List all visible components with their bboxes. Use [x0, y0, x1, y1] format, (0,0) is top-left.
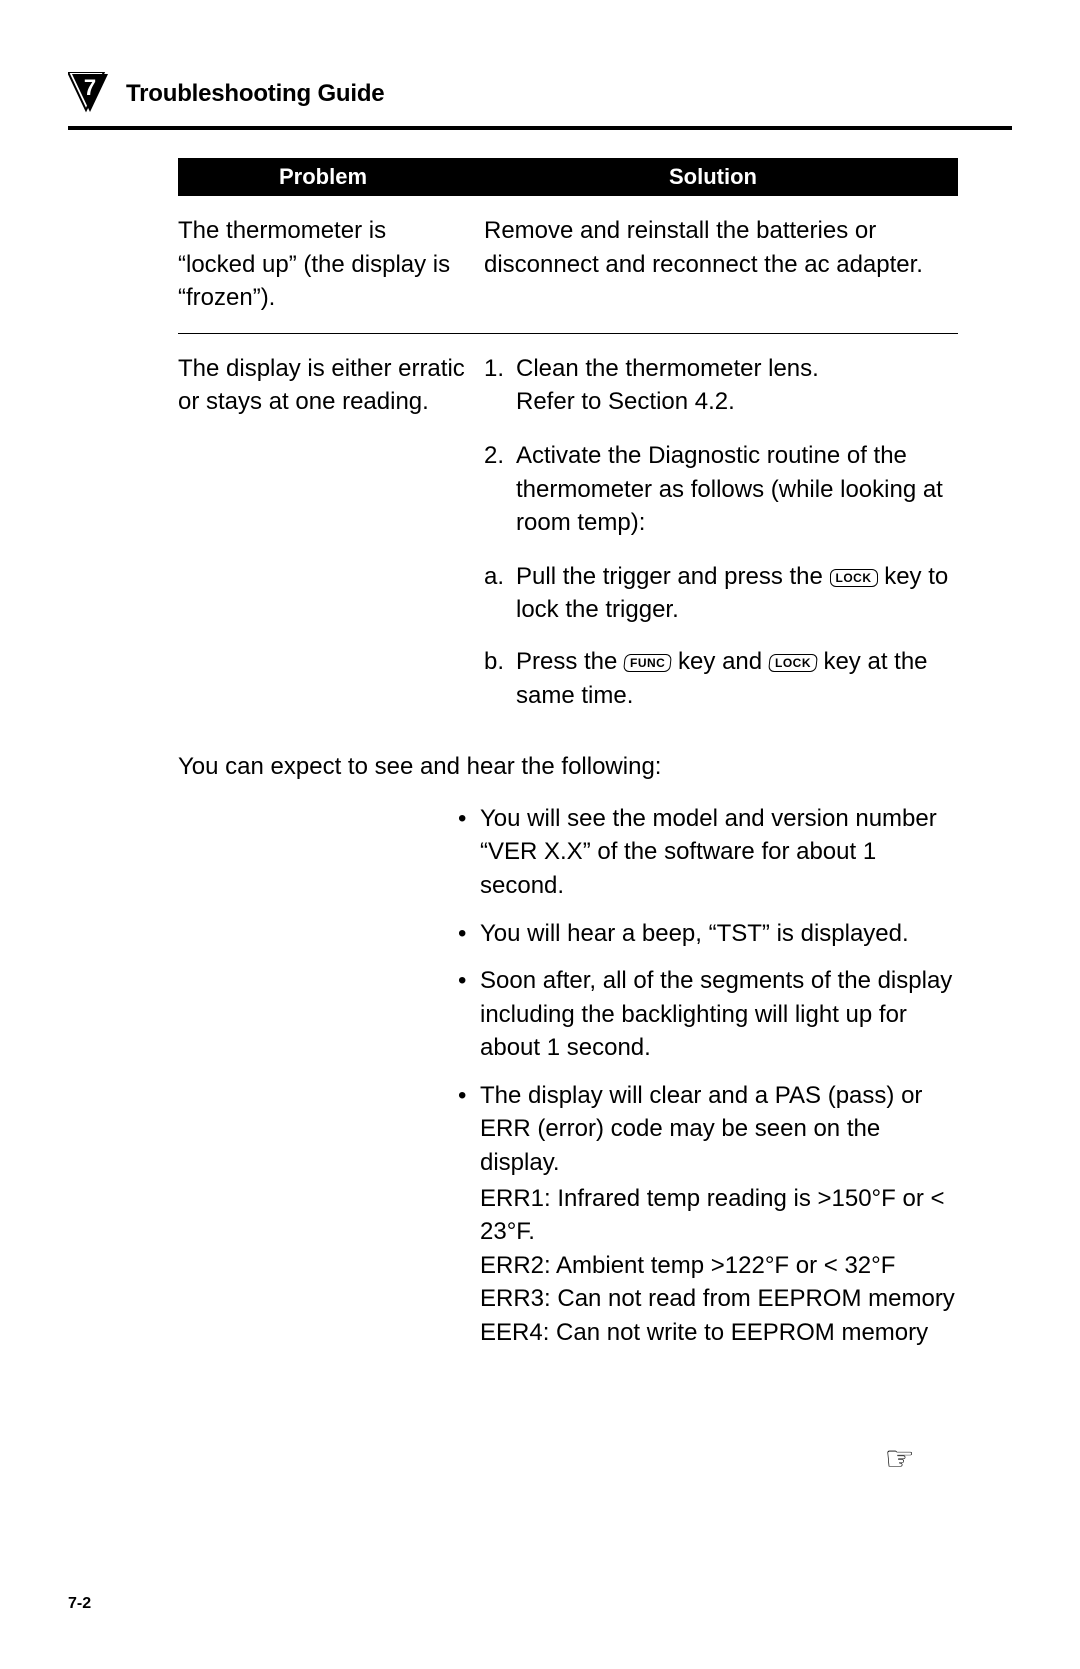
substep-body: Pull the trigger and press the LOCK key …	[516, 560, 958, 627]
solution-substep-a: a. Pull the trigger and press the LOCK k…	[484, 560, 958, 627]
cell-problem: The thermometer is “locked up” (the disp…	[178, 214, 484, 315]
col-header-problem: Problem	[178, 158, 468, 196]
list-item: You will hear a beep, “TST” is displayed…	[458, 917, 958, 951]
keycap-label: LOCK	[775, 655, 811, 671]
lock-key-icon: LOCK	[830, 569, 878, 587]
table-row: The thermometer is “locked up” (the disp…	[178, 196, 958, 334]
page-header: 7 Troubleshooting Guide	[68, 72, 1012, 116]
bullet4-main: The display will clear and a PAS (pass) …	[480, 1079, 958, 1180]
page-number: 7-2	[68, 1595, 91, 1613]
list-item: Soon after, all of the segments of the d…	[458, 964, 958, 1065]
list-item: You will see the model and version numbe…	[458, 802, 958, 903]
substep-a-pre: Pull the trigger and press the	[516, 563, 830, 590]
solution-step-1: 1. Clean the thermometer lens. Refer to …	[484, 352, 958, 419]
header-rule	[68, 126, 1012, 130]
expect-intro: You can expect to see and hear the follo…	[178, 750, 958, 784]
chapter-title: Troubleshooting Guide	[126, 80, 384, 108]
err3: ERR3: Can not read from EEPROM memory	[480, 1282, 958, 1316]
col-header-solution: Solution	[468, 158, 958, 196]
pointing-hand-icon: ☞	[885, 1439, 915, 1479]
lock-key-icon: LOCK	[768, 654, 818, 672]
expect-section: You can expect to see and hear the follo…	[178, 750, 958, 1350]
troubleshooting-table: Problem Solution The thermometer is “loc…	[178, 158, 958, 730]
substep-letter: b.	[484, 645, 510, 712]
err2: ERR2: Ambient temp >122°F or < 32°F	[480, 1249, 958, 1283]
func-key-icon: FUNC	[623, 654, 672, 672]
error-codes: ERR1: Infrared temp reading is >150°F or…	[480, 1182, 958, 1350]
substep-b-mid: key and	[678, 648, 769, 675]
cell-solution: Remove and reinstall the batteries or di…	[484, 214, 958, 315]
list-item: The display will clear and a PAS (pass) …	[458, 1079, 958, 1350]
solution-substep-b: b. Press the FUNC key and LOCK key at th…	[484, 645, 958, 712]
step-body: Clean the thermometer lens. Refer to Sec…	[516, 352, 958, 419]
step-body: Activate the Diagnostic routine of the t…	[516, 439, 958, 540]
keycap-label: FUNC	[630, 655, 665, 671]
table-row: The display is either erratic or stays a…	[178, 334, 958, 730]
step1-line2: Refer to Section 4.2.	[516, 385, 958, 419]
solution-step-2: 2. Activate the Diagnostic routine of th…	[484, 439, 958, 540]
expect-bullets: You will see the model and version numbe…	[458, 802, 958, 1350]
substep-b-pre: Press the	[516, 648, 624, 675]
chapter-badge: 7	[68, 72, 112, 116]
page: 7 Troubleshooting Guide Problem Solution…	[0, 0, 1080, 1669]
step1-line1: Clean the thermometer lens.	[516, 352, 958, 386]
err1: ERR1: Infrared temp reading is >150°F or…	[480, 1182, 958, 1249]
substep-body: Press the FUNC key and LOCK key at the s…	[516, 645, 958, 712]
substep-letter: a.	[484, 560, 510, 627]
step-number: 2.	[484, 439, 510, 540]
cell-problem: The display is either erratic or stays a…	[178, 352, 484, 712]
cell-solution: 1. Clean the thermometer lens. Refer to …	[484, 352, 958, 712]
keycap-label: LOCK	[836, 571, 872, 585]
step-number: 1.	[484, 352, 510, 419]
table-header: Problem Solution	[178, 158, 958, 196]
err4: EER4: Can not write to EEPROM memory	[480, 1316, 958, 1350]
chapter-number: 7	[68, 75, 112, 101]
